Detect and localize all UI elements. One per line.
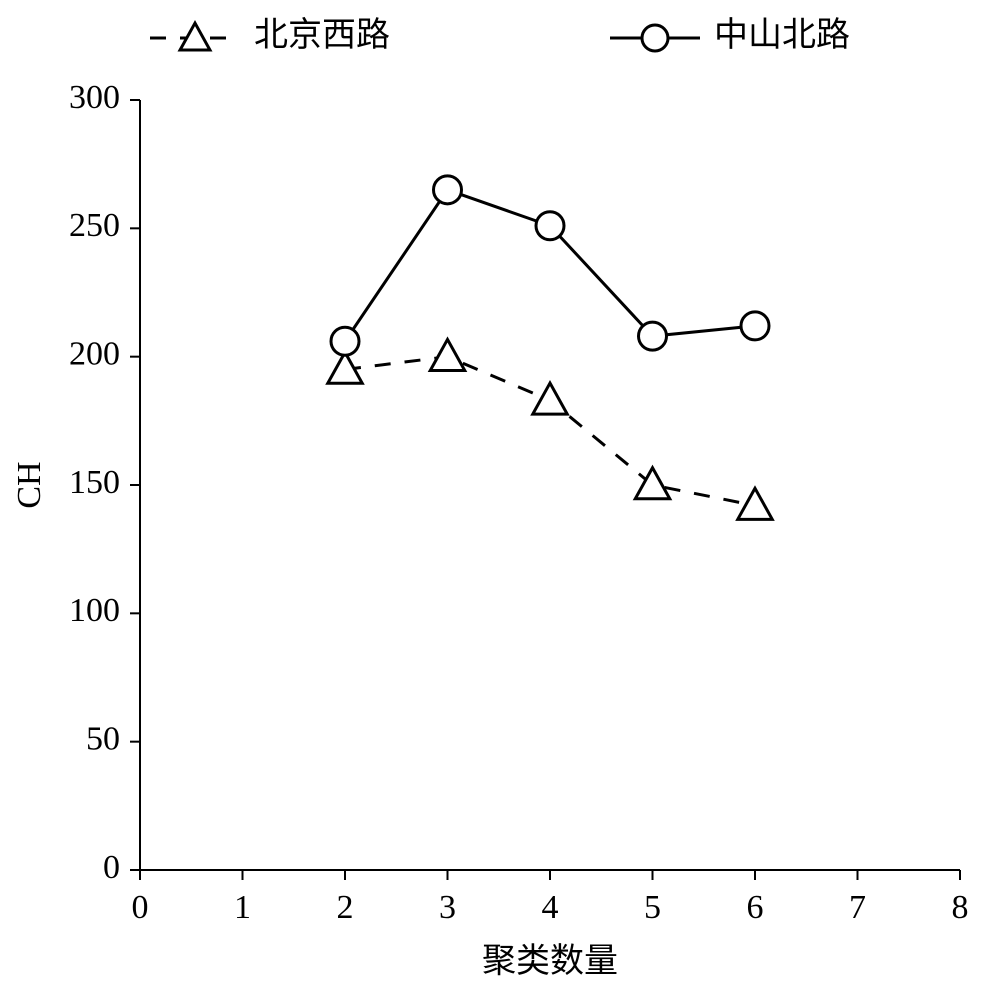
y-tick-label: 0 bbox=[103, 849, 120, 886]
x-tick-label: 2 bbox=[337, 889, 354, 926]
x-tick-label: 6 bbox=[747, 889, 764, 926]
circle-marker-icon bbox=[741, 312, 769, 340]
y-tick-label: 300 bbox=[69, 79, 120, 116]
x-tick-label: 3 bbox=[439, 889, 456, 926]
chart-bg bbox=[0, 0, 1000, 993]
y-tick-label: 200 bbox=[69, 335, 120, 372]
x-tick-label: 4 bbox=[542, 889, 559, 926]
x-tick-label: 8 bbox=[952, 889, 969, 926]
line-chart: 0 50 100 150 200 250 300 0 1 2 3 4 5 6 7 8 CH 聚类数量 北京西路 中山北… bbox=[0, 0, 1000, 993]
legend-label: 中山北路 bbox=[714, 16, 850, 54]
legend-label: 北京西路 bbox=[254, 16, 390, 54]
x-tick-label: 1 bbox=[234, 889, 251, 926]
circle-marker-icon bbox=[639, 322, 667, 350]
y-tick-label: 50 bbox=[86, 720, 120, 757]
x-tick-label: 0 bbox=[132, 889, 149, 926]
circle-marker-icon bbox=[434, 176, 462, 204]
circle-marker-icon bbox=[331, 327, 359, 355]
x-tick-label: 7 bbox=[849, 889, 866, 926]
y-axis-label: CH bbox=[11, 461, 48, 508]
circle-marker-icon bbox=[536, 212, 564, 240]
y-tick-label: 150 bbox=[69, 464, 120, 501]
legend-circle-icon bbox=[642, 25, 668, 51]
x-axis-label: 聚类数量 bbox=[482, 942, 618, 980]
y-tick-label: 250 bbox=[69, 207, 120, 244]
chart-svg: 0 50 100 150 200 250 300 0 1 2 3 4 5 6 7 8 CH 聚类数量 北京西路 中山北… bbox=[0, 0, 1000, 993]
x-tick-label: 5 bbox=[644, 889, 661, 926]
y-tick-label: 100 bbox=[69, 592, 120, 629]
